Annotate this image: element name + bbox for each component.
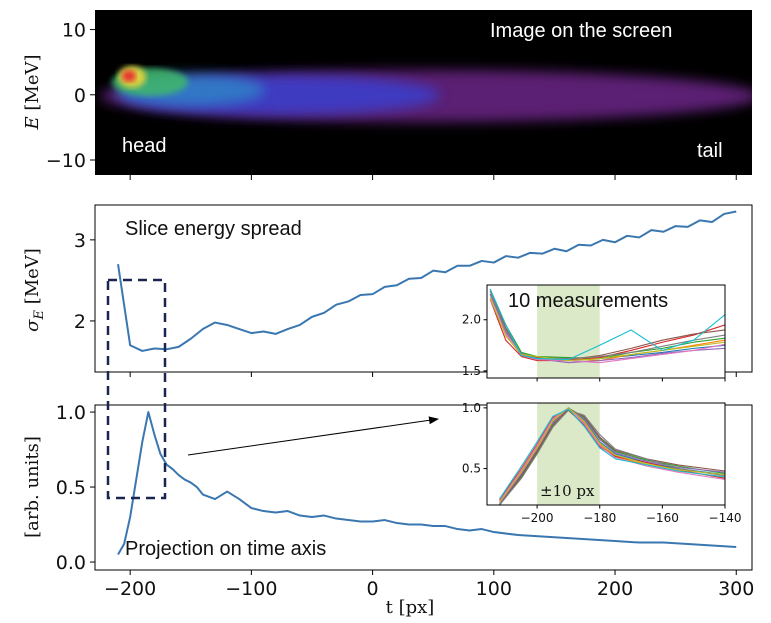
data-line — [117, 411, 737, 556]
data-line — [499, 409, 725, 505]
inset-background — [487, 285, 725, 378]
x-tick-label: −140 — [709, 511, 742, 525]
annotation: Image on the screen — [490, 20, 672, 42]
x-tick-label: −160 — [646, 511, 679, 525]
y-axis-label: E [MeV] — [22, 54, 43, 130]
annotation: 10 measurements — [508, 290, 668, 312]
x-tick-label: 0 — [367, 578, 379, 600]
x-tick-label: −200 — [104, 578, 156, 600]
y-axis-label: [arb. units] — [22, 436, 43, 538]
tail-label: tail — [697, 140, 723, 162]
x-tick-label: −100 — [225, 578, 277, 600]
annotation: ±10 px — [540, 482, 595, 500]
head-label: head — [122, 135, 167, 157]
data-line — [499, 407, 725, 503]
highlight-band — [537, 403, 600, 505]
y-tick-label: 0.5 — [56, 477, 86, 499]
plot-area — [489, 288, 725, 364]
axes-frame — [486, 402, 726, 506]
y-tick-label: 0.0 — [56, 552, 86, 574]
y-tick-label: 10 — [62, 20, 86, 42]
annotation: Projection on time axis — [125, 538, 326, 560]
data-line — [489, 290, 725, 360]
data-line — [499, 407, 725, 502]
arrow — [187, 416, 439, 456]
zoom-box — [106, 278, 167, 500]
y-tick-label: 2 — [74, 311, 86, 333]
data-line — [499, 408, 725, 505]
x-tick-label: −180 — [583, 511, 616, 525]
x-tick-label: −200 — [521, 511, 554, 525]
overlays: 2.0 1.5 −200 −180 −160 −140 1.0 0.5 — [462, 284, 742, 525]
data-line — [117, 210, 737, 352]
screen-image — [95, 10, 752, 175]
inset-background — [487, 403, 725, 505]
y-axis-label: σE [MeV] — [22, 248, 48, 332]
y-tick-label: 1.0 — [56, 402, 86, 424]
annotation: Slice energy spread — [125, 218, 302, 240]
data-line — [499, 409, 725, 501]
y-tick-label: 1.5 — [462, 364, 481, 378]
x-tick-label: 100 — [476, 578, 512, 600]
y-tick-label: 3 — [74, 230, 86, 252]
data-line — [489, 288, 725, 361]
data-line — [499, 408, 725, 500]
y-tick-label: 0.5 — [462, 462, 481, 476]
x-tick-label: 200 — [597, 578, 633, 600]
x-axis-label: t [px] — [386, 597, 435, 618]
data-line — [499, 407, 725, 505]
y-tick-label: 1.0 — [462, 401, 481, 415]
x-tick-label: 300 — [718, 578, 754, 600]
axes-frame — [486, 284, 726, 379]
y-tick-label: 0 — [74, 85, 86, 107]
data-line — [489, 297, 725, 362]
y-tick-label: 2.0 — [462, 313, 481, 327]
axes-frame — [94, 204, 753, 373]
plot-area — [117, 210, 737, 352]
plot-area — [499, 407, 725, 505]
plot-area — [117, 411, 737, 556]
y-tick-label: −10 — [46, 150, 86, 172]
